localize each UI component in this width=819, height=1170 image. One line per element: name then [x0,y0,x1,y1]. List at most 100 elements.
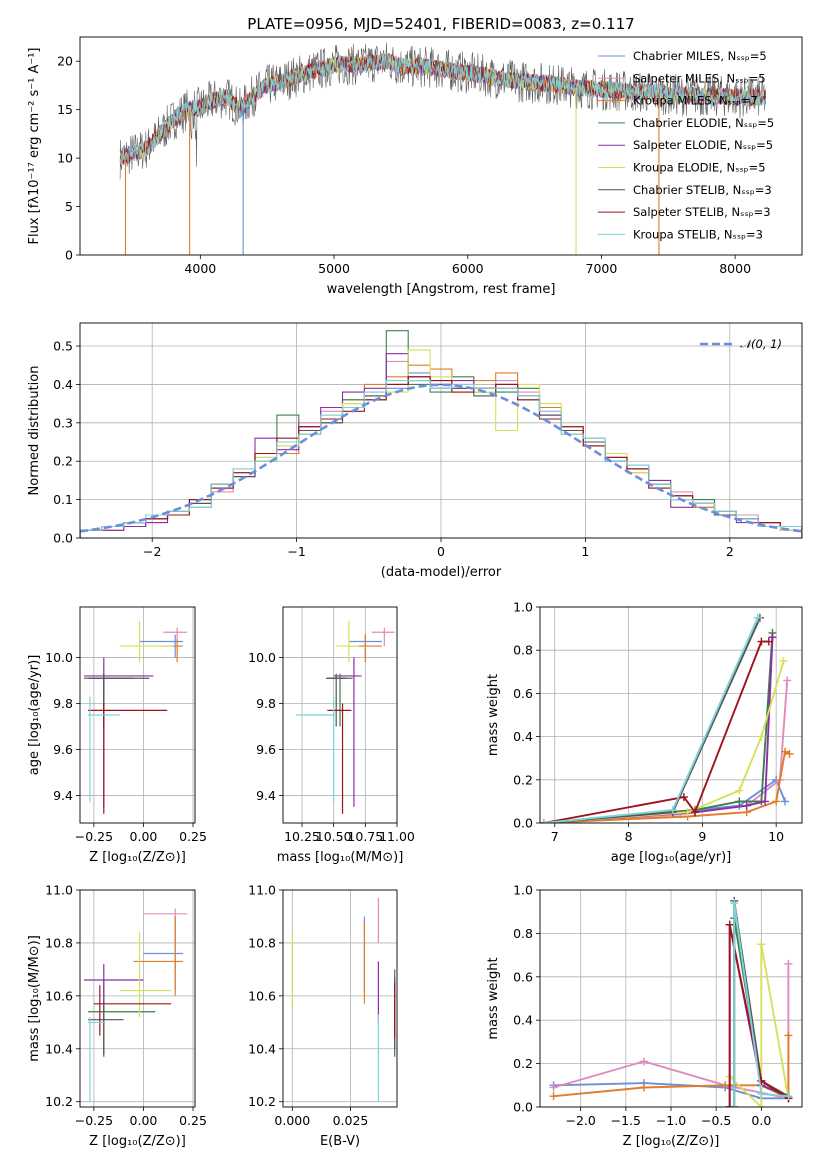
weight-marker-s_stelib [690,808,699,817]
age_vs_Z-xlabel: Z [log₁₀(Z/Z⊙)] [89,850,186,865]
legend-entry: 𝒩(0, 1) [740,337,782,351]
histogram-k_stelib [80,380,802,538]
spectrum-ytick-label: 20 [57,54,73,69]
weight-marker-s_stelib [725,920,734,929]
weight_vs_age-xtick-label: 8 [625,829,633,844]
mass_vs_ebv-plot-area [291,897,396,1102]
panel-weight_vs_Z: −2.0 −1.5 −1.0 −0.5 0.0 0.0 0.2 0.4 0.6 0.8 1.0 Z [… [486,883,803,1149]
legend-entry: Chabrier ELODIE, Nₛₛₚ=5 [633,116,774,130]
histogram-s_stelib [80,376,802,538]
weight_vs_Z-ytick-label: 0.2 [513,1056,533,1071]
mass_vs_Z-ylabel: mass [log₁₀(M/M⊙)] [27,935,42,1062]
weight-marker-s_miles [639,1057,648,1066]
weight-marker-s_miles [783,676,792,685]
weight-marker-k_stelib [757,1089,766,1098]
weight-marker-k_stelib [730,899,739,908]
weight_vs_Z-xtick-label: 0.0 [751,1113,771,1128]
mass_vs_ebv-xtick-label: 0.025 [333,1113,369,1128]
age_vs_Z-ytick-label: 9.4 [53,788,73,803]
age_vs_mass-xtick-label: 10.50 [316,829,352,844]
age_vs_mass-xtick-label: 10.25 [284,829,320,844]
weight-marker-c_elodie [735,797,744,806]
weight-marker-s_stelib [764,637,773,646]
mass_vs_ebv-ytick-label: 10.2 [248,1094,276,1109]
residuals-plot-area [80,330,802,538]
weight-marker-s_elodie [761,797,770,806]
legend-entry: Salpeter STELIB, Nₛₛₚ=3 [633,205,771,219]
mass_vs_Z-xtick-label: 0.25 [179,1113,207,1128]
age_vs_mass-plot-area [295,620,395,814]
mass_vs_ebv-ytick-label: 10.8 [248,935,276,950]
legend-entry: Salpeter ELODIE, Nₛₛₚ=5 [633,138,773,152]
legend-entry: Kroupa MILES, Nₛₛₚ=7 [633,94,758,108]
weight-marker-k_miles [721,1081,730,1090]
residuals-xtick-label: 1 [581,544,589,559]
weight_vs_Z-ytick-label: 0.0 [513,1100,533,1115]
mass_vs_Z-ytick-label: 11.0 [45,883,73,898]
spectrum-ytick-label: 15 [57,102,73,117]
weight-marker-k_miles [781,747,790,756]
spectrum-xtick-label: 5000 [318,261,350,276]
weight_vs_age-ytick-label: 0.4 [513,729,533,744]
spectrum-line-k_stelib [119,53,766,166]
panel-mass_vs_Z: −0.25 0.00 0.25 10.2 10.4 10.6 10.8 11.0 Z [log₁… [27,883,207,1150]
weight-line-k_elodie [543,660,785,823]
mass_vs_ebv-xtick-label: 0.000 [274,1113,310,1128]
weight_vs_age-ytick-label: 0.2 [513,772,533,787]
age_vs_Z-xtick-label: 0.25 [179,829,207,844]
spectrum-xtick-label: 7000 [586,261,618,276]
mass_vs_Z-xtick-label: 0.00 [130,1113,158,1128]
mass_vs_ebv-ytick-label: 10.4 [248,1041,276,1056]
residuals-ytick-label: 0.2 [53,454,73,469]
weight-line-k_miles [553,1035,790,1100]
weight-marker-k_elodie [757,1103,766,1107]
age_vs_mass-ytick-label: 9.8 [256,696,276,711]
weight_vs_Z-plot-area [549,896,793,1107]
residuals-ytick-label: 0.5 [53,339,73,354]
age_vs_mass-frame [282,606,398,824]
weight_vs_age-xlabel: age [log₁₀(age/yr)] [611,850,732,865]
residuals-ytick-label: 0.4 [53,377,73,392]
mass_vs_Z-ytick-label: 10.2 [45,1094,73,1109]
panel-mass_vs_ebv: 0.000 0.025 10.2 10.4 10.6 10.8 11.0 E(B-V) [248,883,398,1149]
age_vs_Z-plot-area [83,620,188,814]
legend-entry: Chabrier MILES, Nₛₛₚ=5 [633,49,767,63]
panel-age_vs_Z: −0.25 0.00 0.25 9.4 9.6 9.8 10.0 Z [log₁₀(Z/Z⊙)… [27,606,207,865]
weight-marker-k_elodie [683,808,692,817]
residuals-xtick-label: −2 [143,544,161,559]
weight-marker-k_miles [785,749,794,758]
weight-marker-s_elodie [768,633,777,642]
weight-marker-s_stelib [757,637,766,646]
mass_vs_Z-frame [79,889,196,1108]
normal-curve [80,383,802,533]
weight_vs_Z-ytick-label: 0.4 [513,1013,533,1028]
residuals-ytick-label: 0.3 [53,415,73,430]
mass_vs_Z-xtick-label: −0.25 [75,1113,113,1128]
weight-marker-k_miles [549,1092,558,1101]
weight-line-k_stelib [543,617,759,823]
weight_vs_age-frame [539,606,803,824]
mass_vs_Z-ytick-label: 10.6 [45,988,73,1003]
weight_vs_Z-xtick-label: −1.0 [656,1113,686,1128]
weight_vs_Z-ytick-label: 0.6 [513,969,533,984]
spectrum-xlabel: wavelength [Angstrom, rest frame] [327,282,556,297]
age_vs_Z-xtick-label: 0.00 [130,829,158,844]
weight_vs_age-xtick-label: 10 [768,829,784,844]
weight-marker-k_elodie [779,657,788,665]
legend-entry: Kroupa STELIB, Nₛₛₚ=3 [633,227,763,241]
weight_vs_Z-ytick-label: 1.0 [513,883,533,898]
weight-marker-k_elodie [735,786,744,795]
weight-marker-c_miles [781,797,790,806]
spectrum-xtick-label: 4000 [184,261,216,276]
weight-marker-k_stelib [730,1103,739,1107]
weight_vs_age-ytick-label: 0.8 [513,643,533,658]
age_vs_mass-ytick-label: 10.0 [248,650,276,665]
mass_vs_ebv-xlabel: E(B-V) [320,1134,360,1149]
age_vs_Z-xtick-label: −0.25 [75,829,113,844]
spectrum-frame [79,36,803,256]
mass_vs_Z-plot-area [83,908,188,1102]
residuals-frame [79,322,803,539]
mass_vs_Z-ytick-label: 10.4 [45,1041,73,1056]
